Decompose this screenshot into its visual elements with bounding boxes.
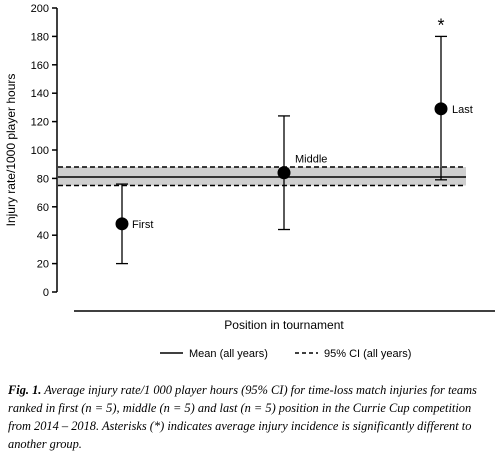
legend-mean-label: Mean (all years): [189, 348, 268, 360]
legend-ci-label: 95% CI (all years): [324, 348, 411, 360]
y-tick-label: 80: [37, 173, 49, 185]
x-axis-title: Position in tournament: [224, 318, 344, 332]
y-tick-label: 100: [31, 145, 49, 157]
legend: Mean (all years) 95% CI (all years): [160, 348, 411, 360]
figure-label: Fig. 1.: [8, 383, 42, 397]
y-tick-label: 20: [37, 259, 49, 271]
figure-caption: Fig. 1. Average injury rate/1 000 player…: [8, 381, 494, 453]
y-tick-label: 40: [37, 230, 49, 242]
point-label: Last: [452, 104, 473, 116]
figure-caption-text: Average injury rate/1 000 player hours (…: [8, 383, 477, 451]
data-point: [277, 166, 291, 180]
plot-area: 0 20 40 60 80 100 120 140 160 180 200 First Middle La…: [31, 3, 495, 312]
y-tick-label: 140: [31, 88, 49, 100]
y-tick-label: 0: [43, 287, 49, 299]
point-label: Middle: [295, 154, 327, 166]
y-tick-label: 120: [31, 117, 49, 129]
y-tick-label: 180: [31, 31, 49, 43]
y-axis-title: Injury rate/1000 player hours: [4, 74, 18, 227]
y-tick-label: 160: [31, 60, 49, 72]
data-point: [115, 217, 129, 231]
significance-marker: *: [437, 15, 444, 35]
data-point: [434, 102, 448, 116]
point-label: First: [132, 219, 153, 231]
y-tick-label: 60: [37, 202, 49, 214]
y-tick-label: 200: [31, 3, 49, 15]
chart: Injury rate/1000 player hours Position i…: [4, 3, 495, 360]
